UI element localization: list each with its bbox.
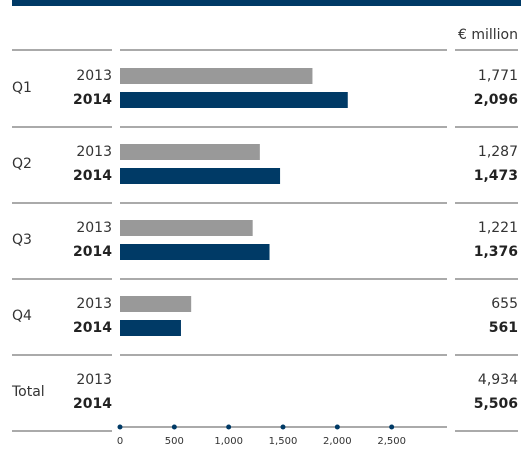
value-label: 1,376	[474, 244, 518, 260]
year-label: 2014	[73, 396, 112, 412]
unit-label: € million	[458, 27, 518, 43]
value-label: 561	[489, 320, 518, 336]
total-value: 4,934	[478, 372, 518, 388]
x-tick-label: 1,500	[269, 436, 298, 447]
bar	[120, 68, 313, 84]
year-label: 2014	[73, 244, 112, 260]
tick-dot	[171, 424, 177, 430]
value-label: 655	[491, 296, 518, 312]
tick-dot	[117, 424, 123, 430]
quarter-label: Q1	[12, 80, 32, 96]
value-label: 1,473	[474, 168, 518, 184]
tick-dot	[226, 424, 232, 430]
bar	[120, 320, 181, 336]
x-tick-label: 0	[117, 436, 123, 447]
year-label: 2014	[73, 168, 112, 184]
bar	[120, 144, 260, 160]
x-tick-label: 2,500	[377, 436, 406, 447]
year-label: 2014	[73, 320, 112, 336]
quarter-label: Q4	[12, 308, 32, 324]
year-label: 2013	[76, 296, 112, 312]
quarter-label: Q2	[12, 156, 32, 172]
bar	[120, 92, 348, 108]
bar	[120, 244, 270, 260]
tick-dot	[389, 424, 395, 430]
bar	[120, 220, 253, 236]
year-label: 2013	[76, 372, 112, 388]
value-label: 1,771	[478, 68, 518, 84]
value-label: 2,096	[474, 92, 518, 108]
year-label: 2014	[73, 92, 112, 108]
x-tick-label: 2,000	[323, 436, 352, 447]
tick-dot	[334, 424, 340, 430]
x-tick-label: 500	[165, 436, 184, 447]
value-label: 1,287	[478, 144, 518, 160]
x-tick-label: 1,000	[214, 436, 243, 447]
bar	[120, 296, 192, 312]
bar	[120, 168, 281, 184]
total-value: 5,506	[474, 396, 518, 412]
quarter-label: Q3	[12, 232, 32, 248]
top-band	[12, 0, 521, 6]
year-label: 2013	[76, 220, 112, 236]
year-label: 2013	[76, 144, 112, 160]
tick-dot	[280, 424, 286, 430]
value-label: 1,221	[478, 220, 518, 236]
total-label: Total	[11, 384, 45, 400]
year-label: 2013	[76, 68, 112, 84]
